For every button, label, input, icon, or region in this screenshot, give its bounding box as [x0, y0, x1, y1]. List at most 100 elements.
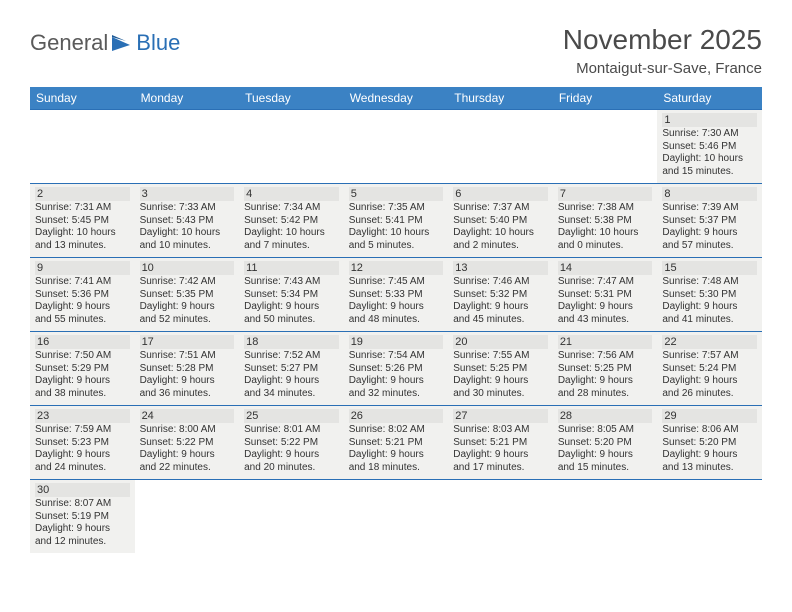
daylight-text: Daylight: 10 hours [453, 227, 548, 240]
empty-cell [448, 110, 553, 184]
daylight-text: Daylight: 9 hours [453, 301, 548, 314]
day-cell: 11Sunrise: 7:43 AMSunset: 5:34 PMDayligh… [239, 258, 344, 332]
sunset-text: Sunset: 5:45 PM [35, 215, 130, 228]
sunrise-text: Sunrise: 7:48 AM [662, 276, 757, 289]
sunrise-text: Sunrise: 7:52 AM [244, 350, 339, 363]
daylight-text: Daylight: 10 hours [244, 227, 339, 240]
day-cell: 21Sunrise: 7:56 AMSunset: 5:25 PMDayligh… [553, 332, 658, 406]
day-number: 3 [140, 187, 235, 201]
daylight-text: Daylight: 9 hours [662, 375, 757, 388]
daylight-text: and 13 minutes. [662, 462, 757, 475]
sunrise-text: Sunrise: 8:02 AM [349, 424, 444, 437]
day-number: 16 [35, 335, 130, 349]
day-number: 15 [662, 261, 757, 275]
day-cell: 15Sunrise: 7:48 AMSunset: 5:30 PMDayligh… [657, 258, 762, 332]
sunrise-text: Sunrise: 8:07 AM [35, 498, 130, 511]
day-number: 8 [662, 187, 757, 201]
day-number: 2 [35, 187, 130, 201]
day-cell: 7Sunrise: 7:38 AMSunset: 5:38 PMDaylight… [553, 184, 658, 258]
day-number: 18 [244, 335, 339, 349]
sunrise-text: Sunrise: 7:54 AM [349, 350, 444, 363]
daylight-text: Daylight: 9 hours [662, 449, 757, 462]
daylight-text: and 26 minutes. [662, 388, 757, 401]
day-cell: 16Sunrise: 7:50 AMSunset: 5:29 PMDayligh… [30, 332, 135, 406]
day-number: 13 [453, 261, 548, 275]
sunset-text: Sunset: 5:23 PM [35, 437, 130, 450]
daylight-text: Daylight: 9 hours [35, 523, 130, 536]
sunrise-text: Sunrise: 8:06 AM [662, 424, 757, 437]
day-number: 27 [453, 409, 548, 423]
day-cell: 18Sunrise: 7:52 AMSunset: 5:27 PMDayligh… [239, 332, 344, 406]
sunrise-text: Sunrise: 8:03 AM [453, 424, 548, 437]
day-number: 17 [140, 335, 235, 349]
day-cell: 10Sunrise: 7:42 AMSunset: 5:35 PMDayligh… [135, 258, 240, 332]
sunset-text: Sunset: 5:19 PM [35, 511, 130, 524]
sunrise-text: Sunrise: 7:46 AM [453, 276, 548, 289]
empty-cell [448, 480, 553, 554]
sunset-text: Sunset: 5:32 PM [453, 289, 548, 302]
day-cell: 25Sunrise: 8:01 AMSunset: 5:22 PMDayligh… [239, 406, 344, 480]
day-number: 9 [35, 261, 130, 275]
day-number: 28 [558, 409, 653, 423]
daylight-text: Daylight: 9 hours [662, 301, 757, 314]
week-row: 2Sunrise: 7:31 AMSunset: 5:45 PM Daylight… [30, 184, 762, 258]
weekday-header: Wednesday [344, 87, 449, 110]
day-number: 26 [349, 409, 444, 423]
day-number: 29 [662, 409, 757, 423]
sunset-text: Sunset: 5:38 PM [558, 215, 653, 228]
empty-cell [344, 110, 449, 184]
sunrise-text: Sunrise: 7:50 AM [35, 350, 130, 363]
sunset-text: Sunset: 5:20 PM [662, 437, 757, 450]
day-cell: 23Sunrise: 7:59 AMSunset: 5:23 PMDayligh… [30, 406, 135, 480]
sunrise-text: Sunrise: 7:41 AM [35, 276, 130, 289]
day-number: 7 [558, 187, 653, 201]
logo-text-general: General [30, 30, 108, 56]
daylight-text: and 17 minutes. [453, 462, 548, 475]
day-number: 24 [140, 409, 235, 423]
weekday-header: Saturday [657, 87, 762, 110]
daylight-text: Daylight: 10 hours [662, 153, 757, 166]
day-cell: 12Sunrise: 7:45 AMSunset: 5:33 PMDayligh… [344, 258, 449, 332]
sunrise-text: Sunrise: 7:56 AM [558, 350, 653, 363]
daylight-text: Daylight: 10 hours [349, 227, 444, 240]
weekday-header: Tuesday [239, 87, 344, 110]
daylight-text: Daylight: 9 hours [453, 375, 548, 388]
sunset-text: Sunset: 5:34 PM [244, 289, 339, 302]
header: General Blue November 2025 Montaigut-sur… [30, 24, 762, 77]
daylight-text: and 36 minutes. [140, 388, 235, 401]
week-row: 30Sunrise: 8:07 AMSunset: 5:19 PMDayligh… [30, 480, 762, 554]
day-number: 20 [453, 335, 548, 349]
daylight-text: Daylight: 9 hours [244, 375, 339, 388]
daylight-text: and 45 minutes. [453, 314, 548, 327]
day-number: 5 [349, 187, 444, 201]
daylight-text: Daylight: 9 hours [662, 227, 757, 240]
sunset-text: Sunset: 5:22 PM [244, 437, 339, 450]
sunset-text: Sunset: 5:31 PM [558, 289, 653, 302]
day-cell: 22Sunrise: 7:57 AMSunset: 5:24 PMDayligh… [657, 332, 762, 406]
daylight-text: Daylight: 9 hours [558, 375, 653, 388]
daylight-text: and 52 minutes. [140, 314, 235, 327]
sunset-text: Sunset: 5:40 PM [453, 215, 548, 228]
sunrise-text: Sunrise: 7:34 AM [244, 202, 339, 215]
sunrise-text: Sunrise: 7:42 AM [140, 276, 235, 289]
sunset-text: Sunset: 5:35 PM [140, 289, 235, 302]
title-block: November 2025 Montaigut-sur-Save, France [563, 24, 762, 77]
daylight-text: Daylight: 9 hours [244, 449, 339, 462]
day-cell: 30Sunrise: 8:07 AMSunset: 5:19 PMDayligh… [30, 480, 135, 554]
sunset-text: Sunset: 5:25 PM [453, 363, 548, 376]
day-cell: 4Sunrise: 7:34 AMSunset: 5:42 PMDaylight… [239, 184, 344, 258]
sunset-text: Sunset: 5:37 PM [662, 215, 757, 228]
day-cell: 17Sunrise: 7:51 AMSunset: 5:28 PMDayligh… [135, 332, 240, 406]
sunset-text: Sunset: 5:26 PM [349, 363, 444, 376]
day-cell: 29Sunrise: 8:06 AMSunset: 5:20 PMDayligh… [657, 406, 762, 480]
daylight-text: and 57 minutes. [662, 240, 757, 253]
sunrise-text: Sunrise: 7:57 AM [662, 350, 757, 363]
daylight-text: Daylight: 9 hours [140, 375, 235, 388]
logo: General Blue [30, 24, 180, 56]
empty-cell [239, 480, 344, 554]
sunrise-text: Sunrise: 7:51 AM [140, 350, 235, 363]
sunrise-text: Sunrise: 7:31 AM [35, 202, 130, 215]
empty-cell [239, 110, 344, 184]
daylight-text: Daylight: 10 hours [558, 227, 653, 240]
weekday-header-row: SundayMondayTuesdayWednesdayThursdayFrid… [30, 87, 762, 110]
